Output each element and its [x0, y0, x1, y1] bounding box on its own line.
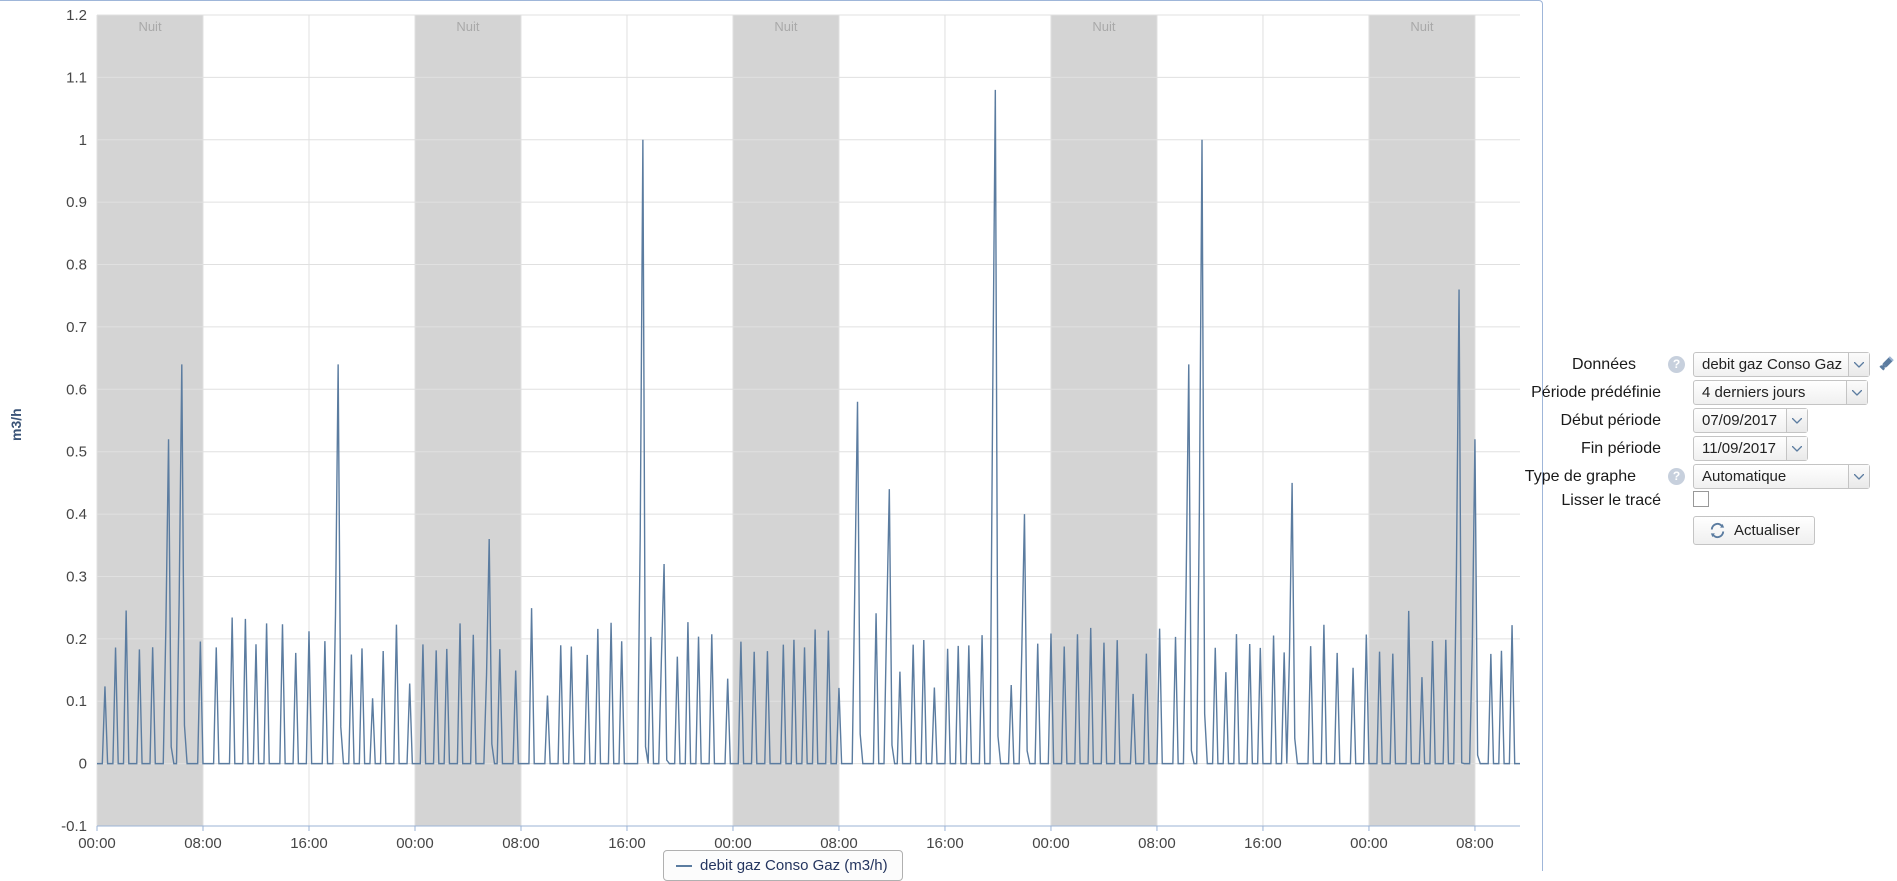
svg-text:16:00: 16:00 — [608, 835, 646, 852]
svg-text:08:00: 08:00 — [1456, 835, 1494, 852]
svg-text:Nuit: Nuit — [774, 19, 798, 34]
svg-text:Nuit: Nuit — [1092, 19, 1116, 34]
svg-text:Nuit: Nuit — [1410, 19, 1434, 34]
svg-text:08:00: 08:00 — [1138, 835, 1176, 852]
svg-text:08:00: 08:00 — [502, 835, 540, 852]
svg-text:Nuit: Nuit — [456, 19, 480, 34]
svg-text:00:00: 00:00 — [1350, 835, 1388, 852]
svg-text:00:00: 00:00 — [396, 835, 434, 852]
svg-text:00:00: 00:00 — [1032, 835, 1070, 852]
svg-text:16:00: 16:00 — [1244, 835, 1282, 852]
svg-text:16:00: 16:00 — [926, 835, 964, 852]
